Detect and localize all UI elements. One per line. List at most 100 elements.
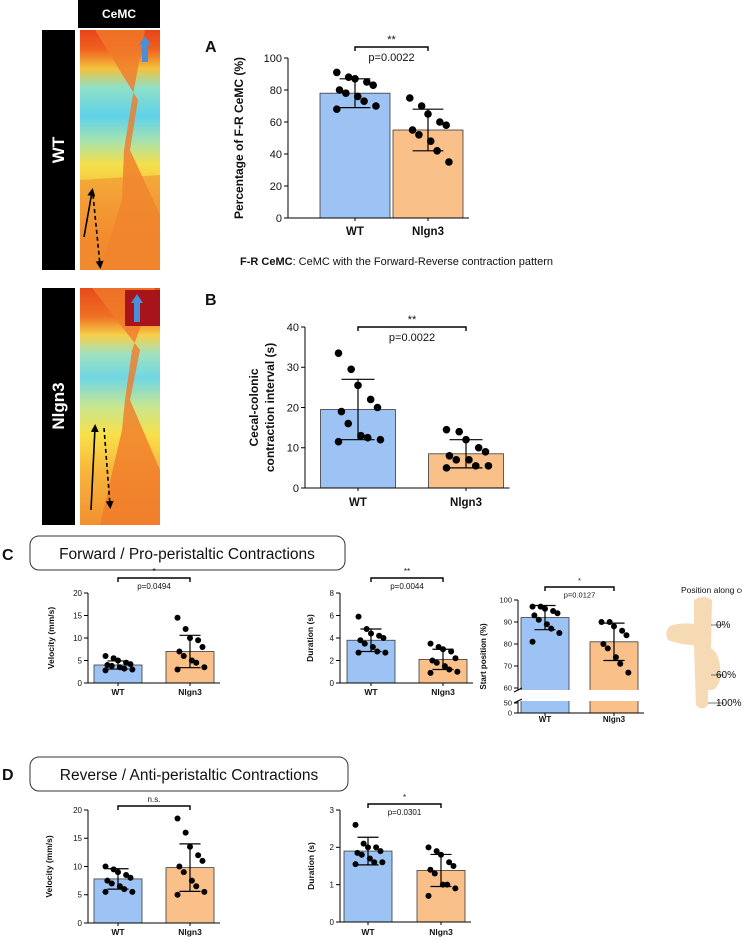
data-point [187,843,193,850]
y-tick-label: 10 [73,862,82,871]
significance-bracket [370,577,444,582]
x-tick-label: WT [111,687,125,697]
break-mark [513,698,523,704]
data-point [334,437,343,446]
significance-bracket [117,805,191,810]
data-point [129,888,136,895]
data-point [358,851,365,858]
data-point [354,381,362,390]
y-tick-label: 0 [293,483,299,495]
data-point [548,625,555,632]
data-point [380,635,387,641]
y-tick-label: 0 [330,679,335,688]
y-tick-label: 80 [504,640,512,649]
data-point [121,665,128,672]
cecum-diagram: Position along cecum: 0% 60% 100% [666,585,742,709]
data-point [361,640,368,647]
data-point [542,605,548,612]
data-point [108,662,115,669]
y-tick-label: 2 [330,843,335,852]
data-point [529,603,536,610]
data-point [123,871,130,878]
data-point [445,158,453,166]
data-point [110,866,117,873]
y-axis-label: Start position (%) [479,623,488,690]
data-point [104,877,111,884]
data-point [201,888,208,895]
data-point [452,456,461,464]
data-point [127,661,134,668]
x-tick-label: WT [539,715,552,724]
data-point [623,632,630,639]
kymo-header: CeMC [102,7,136,21]
data-point [425,892,432,899]
section-header: Forward / Pro-peristaltic Contractions [59,546,315,563]
data-point [127,874,134,881]
panel-letter: A [205,39,217,56]
data-point [368,630,374,637]
x-tick-label: WT [349,497,367,509]
section-header: Reverse / Anti-peristaltic Contractions [60,767,319,784]
y-tick-label: 80 [270,85,282,97]
y-tick-label: 20 [73,806,82,815]
kymo-lower [80,175,160,270]
data-point [176,648,183,655]
data-point [406,94,414,102]
row-label: WT [49,136,68,163]
data-point [357,431,365,440]
data-point [379,859,386,866]
y-tick-label: 3 [330,806,335,815]
data-point [174,666,181,673]
data-point [174,891,181,898]
axis-break [514,690,642,701]
data-point [417,102,426,110]
panel-letter: D [2,767,14,784]
data-point [102,863,109,870]
y-tick-label: 15 [73,834,82,843]
y-tick-label: 10 [287,443,299,455]
y-tick-label: 30 [287,362,299,374]
kymo-band [92,288,160,525]
y-tick-label: 0 [330,918,335,927]
data-point [360,97,368,105]
data-point [195,637,202,644]
data-point [452,885,459,892]
y-tick-label: 100 [499,596,512,605]
y-axis-label: Velocity (mm/s) [46,607,56,670]
data-point [439,881,446,888]
data-point [369,644,376,650]
data-point [442,121,451,129]
significance-bracket [367,803,442,808]
y-tick-label: 0 [78,919,83,928]
y-tick-label: 6 [330,611,335,620]
y-tick-label: 50 [504,699,512,708]
caption-text: : CeMC with the Forward-Reverse contract… [293,256,553,268]
data-point [427,640,434,647]
data-point [355,613,362,620]
data-point [426,137,435,145]
data-point [448,648,455,655]
data-point [431,870,438,877]
data-point [427,669,434,676]
data-point [193,883,200,890]
data-point [556,630,563,636]
bar [319,92,391,219]
data-point [201,664,208,671]
data-point [102,667,109,674]
data-point [363,626,370,632]
y-tick-label: 2 [330,656,335,665]
kymo-arrow [131,294,143,303]
row-label-box [42,288,75,525]
data-point [372,102,380,110]
data-point [529,638,536,645]
data-point [484,462,493,470]
data-point [625,669,632,676]
kymo-arrow [83,188,96,238]
panel-letter: B [205,292,217,309]
data-point [188,877,195,884]
x-tick-label: Nlgn3 [450,497,482,509]
data-point [353,92,362,101]
data-point [433,848,440,855]
kymo-header-box [78,0,160,28]
y-tick-label: 0 [276,213,282,225]
